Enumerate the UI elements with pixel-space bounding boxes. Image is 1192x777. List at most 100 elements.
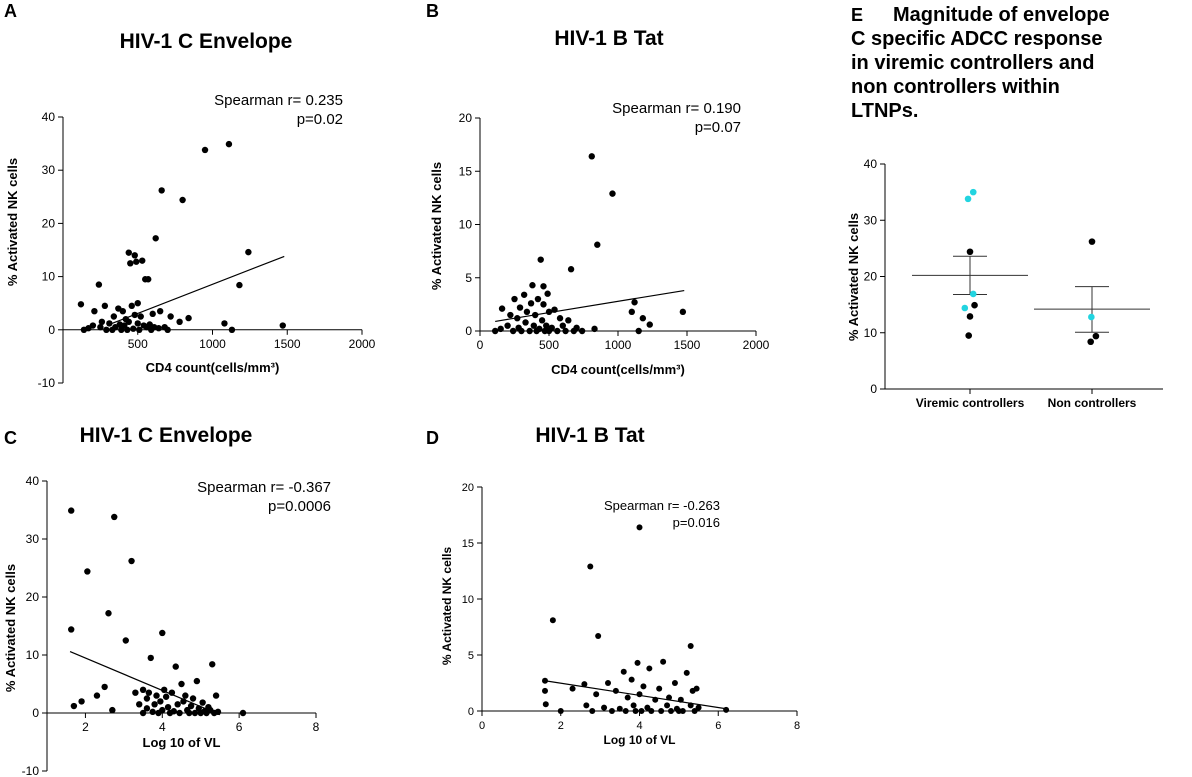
x-tick-label: 1500 [674, 338, 701, 352]
y-axis-label: % Activated NK cells [429, 162, 444, 290]
data-point [587, 563, 594, 570]
y-tick-label: 15 [462, 538, 474, 550]
data-point [221, 320, 228, 327]
data-point [544, 290, 551, 297]
panel-label-e: E [851, 5, 863, 25]
panel-a-stat-r: Spearman r= 0.235 [214, 92, 343, 109]
data-point [193, 677, 201, 685]
y-tick-label: 20 [459, 111, 473, 125]
panel-c-stat-p: p=0.0006 [268, 498, 331, 515]
x-tick-label: 500 [128, 337, 148, 351]
data-point [68, 626, 75, 633]
data-point [679, 708, 686, 714]
data-point [644, 704, 651, 711]
data-point [578, 327, 586, 335]
data-point [133, 258, 140, 265]
data-point [109, 706, 116, 714]
data-point [128, 557, 135, 565]
panel-a-plot: -10 0 10 20 30 40 500 1000 1500 2000 CD4 count(cel… [5, 110, 376, 390]
y-tick-label: 0 [870, 382, 877, 396]
data-point [1088, 238, 1096, 245]
panel-c-plot: -10 0 10 20 30 40 2 4 6 8 Log 10 of VL % Activated … [3, 474, 320, 777]
data-point [549, 617, 556, 624]
panel-e-title-line: LTNPs. [851, 100, 918, 122]
y-axis-label: % Activated NK cells [3, 564, 18, 692]
y-tick-label: 20 [462, 482, 474, 494]
y-tick-label: 15 [459, 164, 473, 178]
data-point [105, 610, 112, 617]
y-tick-label: 20 [26, 590, 40, 604]
data-point [77, 301, 85, 308]
data-point [504, 322, 511, 329]
x-tick-label: 6 [715, 720, 721, 732]
panel-a: A HIV-1 C Envelope Spearman r= 0.235 p=0… [4, 1, 376, 390]
x-axis-label: CD4 count(cells/mm³) [146, 360, 280, 375]
data-point [157, 698, 164, 705]
data-point [965, 332, 972, 339]
data-point [668, 708, 674, 714]
y-axis-label: % Activated NK cells [440, 547, 454, 666]
data-point [159, 629, 166, 637]
data-point [136, 326, 143, 333]
data-point [966, 313, 974, 320]
data-point [666, 694, 673, 701]
y-tick-label: 0 [465, 324, 472, 338]
data-point [212, 692, 220, 699]
x-axis-label: Log 10 of VL [143, 735, 221, 750]
data-point [543, 322, 550, 329]
data-point [103, 326, 110, 333]
data-point [185, 709, 193, 717]
data-point [687, 702, 694, 709]
panel-label-b: B [426, 1, 439, 21]
data-point [646, 321, 653, 328]
y-tick-label: -10 [38, 376, 56, 390]
data-point [152, 235, 159, 242]
y-tick-label: 5 [468, 650, 474, 662]
data-point [522, 319, 529, 326]
data-point [125, 249, 132, 256]
y-tick-label: 0 [32, 706, 39, 720]
y-tick-label: 5 [465, 271, 472, 285]
data-point [518, 327, 525, 335]
data-point [556, 315, 564, 322]
data-point [139, 709, 147, 717]
data-point [97, 323, 104, 331]
data-point [537, 256, 544, 263]
data-point [595, 632, 602, 639]
data-point [628, 308, 635, 316]
data-point [145, 276, 152, 283]
data-point [523, 308, 531, 316]
data-point [180, 698, 187, 705]
panel-label-d: D [426, 428, 439, 448]
data-point [1088, 313, 1095, 321]
data-point [78, 698, 85, 705]
data-point [101, 683, 108, 691]
data-point [131, 311, 138, 319]
data-point [652, 696, 659, 703]
data-point [70, 702, 78, 710]
x-tick-label: 500 [539, 338, 559, 352]
data-point [693, 685, 700, 692]
data-point [95, 281, 103, 288]
data-point [174, 701, 181, 708]
y-tick-label: 10 [42, 270, 56, 284]
data-point [640, 683, 647, 690]
y-tick-label: -10 [22, 764, 40, 777]
data-point [128, 302, 135, 310]
x-tick-label: 8 [794, 720, 800, 732]
data-point [594, 241, 601, 248]
data-point [147, 654, 154, 662]
data-point [588, 153, 595, 160]
data-point [660, 658, 667, 665]
regression-line [69, 650, 221, 716]
data-point [532, 311, 539, 319]
data-point [677, 696, 684, 703]
y-tick-label: 40 [26, 474, 40, 488]
data-point [156, 307, 164, 315]
data-point [583, 702, 590, 709]
data-point [695, 704, 702, 711]
data-point [84, 568, 91, 575]
data-point [191, 709, 199, 717]
data-point [137, 313, 144, 320]
data-point [1092, 332, 1100, 340]
